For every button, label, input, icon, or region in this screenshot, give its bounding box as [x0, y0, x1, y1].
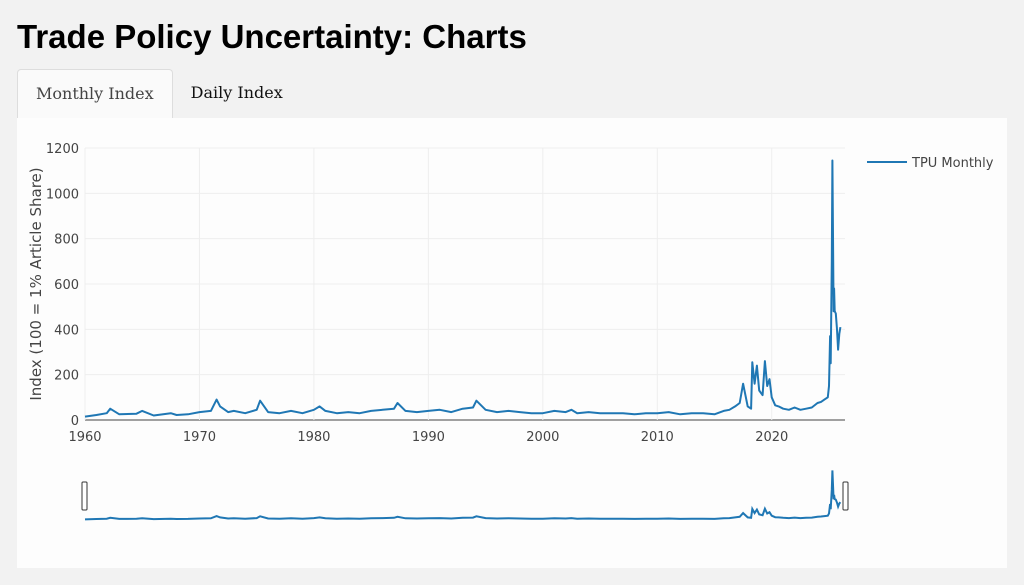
y-axis-title: Index (100 = 1% Article Share) — [27, 167, 45, 400]
y-tick-label: 0 — [71, 414, 79, 429]
range-slider-line — [84, 470, 842, 521]
range-slider-handle-right[interactable] — [842, 481, 849, 511]
chart-panel: 0 200 400 600 800 1000 1200 1960 1970 1980 1990 200… — [17, 118, 1007, 568]
page-title: Trade Policy Uncertainty: Charts — [17, 18, 527, 55]
tab-daily-index[interactable]: Daily Index — [190, 83, 283, 102]
y-tick-label: 1000 — [46, 187, 79, 202]
y-tick-label: 200 — [54, 369, 79, 384]
y-tick-label: 600 — [54, 278, 79, 293]
x-tick-label: 2010 — [641, 430, 674, 445]
x-tick-label: 2020 — [755, 430, 788, 445]
y-tick-label: 800 — [54, 233, 79, 248]
x-tick-label: 1990 — [412, 430, 445, 445]
x-tick-label: 1980 — [297, 430, 330, 445]
series-line-tpu-monthly — [84, 159, 842, 418]
range-slider-handle-left[interactable] — [81, 481, 88, 511]
y-tick-label: 1200 — [46, 142, 79, 157]
x-tick-label: 1960 — [68, 430, 101, 445]
x-tick-label: 1970 — [183, 430, 216, 445]
y-tick-label: 400 — [54, 323, 79, 338]
range-slider — [85, 468, 845, 520]
tab-bar: Monthly Index Daily Index — [17, 69, 301, 118]
chart: 0 200 400 600 800 1000 1200 1960 1970 1980 1990 200… — [27, 142, 994, 521]
x-tick-label: 2000 — [526, 430, 559, 445]
tab-monthly-index[interactable]: Monthly Index — [17, 69, 173, 118]
legend-label: TPU Monthly — [911, 156, 994, 171]
